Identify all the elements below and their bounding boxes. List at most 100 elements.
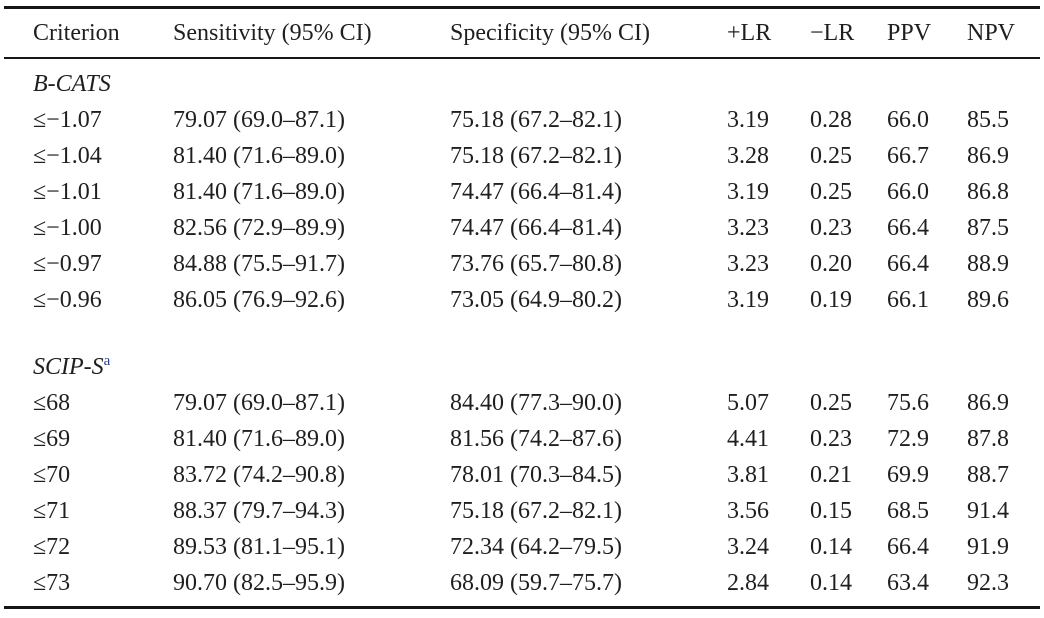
value-cell: 74.47 (66.4–81.4) [450, 179, 622, 205]
value-cell: 91.9 [967, 534, 1009, 560]
table-body: B-CATS ≤−1.07 79.07 (69.0–87.1) 75.18 (67.2… [4, 58, 1040, 601]
value-cell: 66.7 [887, 143, 929, 169]
section-header-cell: B-CATS [4, 58, 1040, 102]
section-header-row: B-CATS [4, 58, 1040, 102]
value-cell: 75.18 (67.2–82.1) [450, 498, 622, 524]
value-cell: 81.56 (74.2–87.6) [450, 426, 622, 452]
value-cell: 3.23 [727, 215, 769, 241]
value-cell: 66.1 [887, 287, 929, 313]
value-cell: 0.25 [810, 179, 852, 205]
column-header-npv: NPV [967, 9, 1040, 59]
criterion-cell: ≤−1.00 [33, 215, 102, 241]
value-cell: 86.9 [967, 390, 1009, 416]
value-cell: 0.28 [810, 107, 852, 133]
value-cell: 66.4 [887, 215, 929, 241]
value-cell: 3.24 [727, 534, 769, 560]
value-cell: 0.25 [810, 143, 852, 169]
value-cell: 89.6 [967, 287, 1009, 313]
column-header-negative-lr: −LR [810, 9, 887, 59]
criterion-cell: ≤72 [33, 534, 71, 560]
value-cell: 3.19 [727, 107, 769, 133]
value-cell: 0.23 [810, 426, 852, 452]
table-row: ≤73 90.70 (82.5–95.9) 68.09 (59.7–75.7) 2.8… [4, 565, 1040, 601]
value-cell: 72.9 [887, 426, 929, 452]
column-header-positive-lr: +LR [727, 9, 810, 59]
criterion-cell: ≤−1.04 [33, 143, 102, 169]
section-header-cell: SCIP-Sa [4, 349, 1040, 385]
section-label: SCIP-S [33, 354, 104, 380]
value-cell: 83.72 (74.2–90.8) [173, 462, 345, 488]
value-cell: 73.76 (65.7–80.8) [450, 251, 622, 277]
column-header-criterion: Criterion [4, 9, 173, 59]
column-header-ppv: PPV [887, 9, 967, 59]
value-cell: 85.5 [967, 107, 1009, 133]
table-row: ≤69 81.40 (71.6–89.0) 81.56 (74.2–87.6) 4.4… [4, 421, 1040, 457]
criterion-cell: ≤−0.96 [33, 287, 102, 313]
table-row: ≤−0.96 86.05 (76.9–92.6) 73.05 (64.9–80.2)… [4, 282, 1040, 318]
value-cell: 66.0 [887, 179, 929, 205]
value-cell: 0.14 [810, 570, 852, 596]
value-cell: 92.3 [967, 570, 1009, 596]
value-cell: 3.19 [727, 179, 769, 205]
value-cell: 73.05 (64.9–80.2) [450, 287, 622, 313]
footnote-marker[interactable]: a [103, 353, 111, 369]
value-cell: 81.40 (71.6–89.0) [173, 426, 345, 452]
criterion-cell: ≤−1.07 [33, 107, 102, 133]
value-cell: 0.25 [810, 390, 852, 416]
value-cell: 90.70 (82.5–95.9) [173, 570, 345, 596]
value-cell: 5.07 [727, 390, 769, 416]
value-cell: 75.18 (67.2–82.1) [450, 107, 622, 133]
value-cell: 66.4 [887, 251, 929, 277]
value-cell: 88.7 [967, 462, 1009, 488]
table-row: ≤−1.01 81.40 (71.6–89.0) 74.47 (66.4–81.4)… [4, 174, 1040, 210]
table-row: ≤72 89.53 (81.1–95.1) 72.34 (64.2–79.5) 3.2… [4, 529, 1040, 565]
value-cell: 84.88 (75.5–91.7) [173, 251, 345, 277]
criterion-cell: ≤68 [33, 390, 71, 416]
table-row: ≤71 88.37 (79.7–94.3) 75.18 (67.2–82.1) 3.5… [4, 493, 1040, 529]
value-cell: 86.05 (76.9–92.6) [173, 287, 345, 313]
table-row: ≤−0.97 84.88 (75.5–91.7) 73.76 (65.7–80.8)… [4, 246, 1040, 282]
value-cell: 82.56 (72.9–89.9) [173, 215, 345, 241]
value-cell: 68.09 (59.7–75.7) [450, 570, 622, 596]
value-cell: 0.19 [810, 287, 852, 313]
value-cell: 3.28 [727, 143, 769, 169]
value-cell: 72.34 (64.2–79.5) [450, 534, 622, 560]
value-cell: 66.0 [887, 107, 929, 133]
section-spacer-cell [4, 318, 1040, 349]
value-cell: 79.07 (69.0–87.1) [173, 390, 345, 416]
value-cell: 63.4 [887, 570, 929, 596]
value-cell: 66.4 [887, 534, 929, 560]
section-spacer [4, 318, 1040, 349]
criterion-table: Criterion Sensitivity (95% CI) Specifici… [4, 9, 1040, 601]
section-header-row: SCIP-Sa [4, 349, 1040, 385]
value-cell: 81.40 (71.6–89.0) [173, 179, 345, 205]
value-cell: 69.9 [887, 462, 929, 488]
value-cell: 0.23 [810, 215, 852, 241]
value-cell: 91.4 [967, 498, 1009, 524]
criterion-cell: ≤71 [33, 498, 71, 524]
value-cell: 75.18 (67.2–82.1) [450, 143, 622, 169]
value-cell: 89.53 (81.1–95.1) [173, 534, 345, 560]
criterion-cell: ≤−1.01 [33, 179, 102, 205]
value-cell: 74.47 (66.4–81.4) [450, 215, 622, 241]
table-row: ≤−1.04 81.40 (71.6–89.0) 75.18 (67.2–82.1)… [4, 138, 1040, 174]
table-row: ≤−1.00 82.56 (72.9–89.9) 74.47 (66.4–81.4)… [4, 210, 1040, 246]
value-cell: 79.07 (69.0–87.1) [173, 107, 345, 133]
value-cell: 4.41 [727, 426, 769, 452]
value-cell: 3.23 [727, 251, 769, 277]
table-row: ≤68 79.07 (69.0–87.1) 84.40 (77.3–90.0) 5.0… [4, 385, 1040, 421]
value-cell: 0.21 [810, 462, 852, 488]
value-cell: 86.8 [967, 179, 1009, 205]
section-label: B-CATS [33, 71, 111, 97]
value-cell: 3.81 [727, 462, 769, 488]
header-row: Criterion Sensitivity (95% CI) Specifici… [4, 9, 1040, 59]
value-cell: 0.20 [810, 251, 852, 277]
value-cell: 87.8 [967, 426, 1009, 452]
column-header-sensitivity: Sensitivity (95% CI) [173, 9, 450, 59]
value-cell: 3.19 [727, 287, 769, 313]
table-row: ≤−1.07 79.07 (69.0–87.1) 75.18 (67.2–82.1)… [4, 102, 1040, 138]
criterion-cell: ≤73 [33, 570, 71, 596]
value-cell: 3.56 [727, 498, 769, 524]
value-cell: 0.15 [810, 498, 852, 524]
diagnostic-accuracy-table: Criterion Sensitivity (95% CI) Specifici… [4, 6, 1040, 609]
